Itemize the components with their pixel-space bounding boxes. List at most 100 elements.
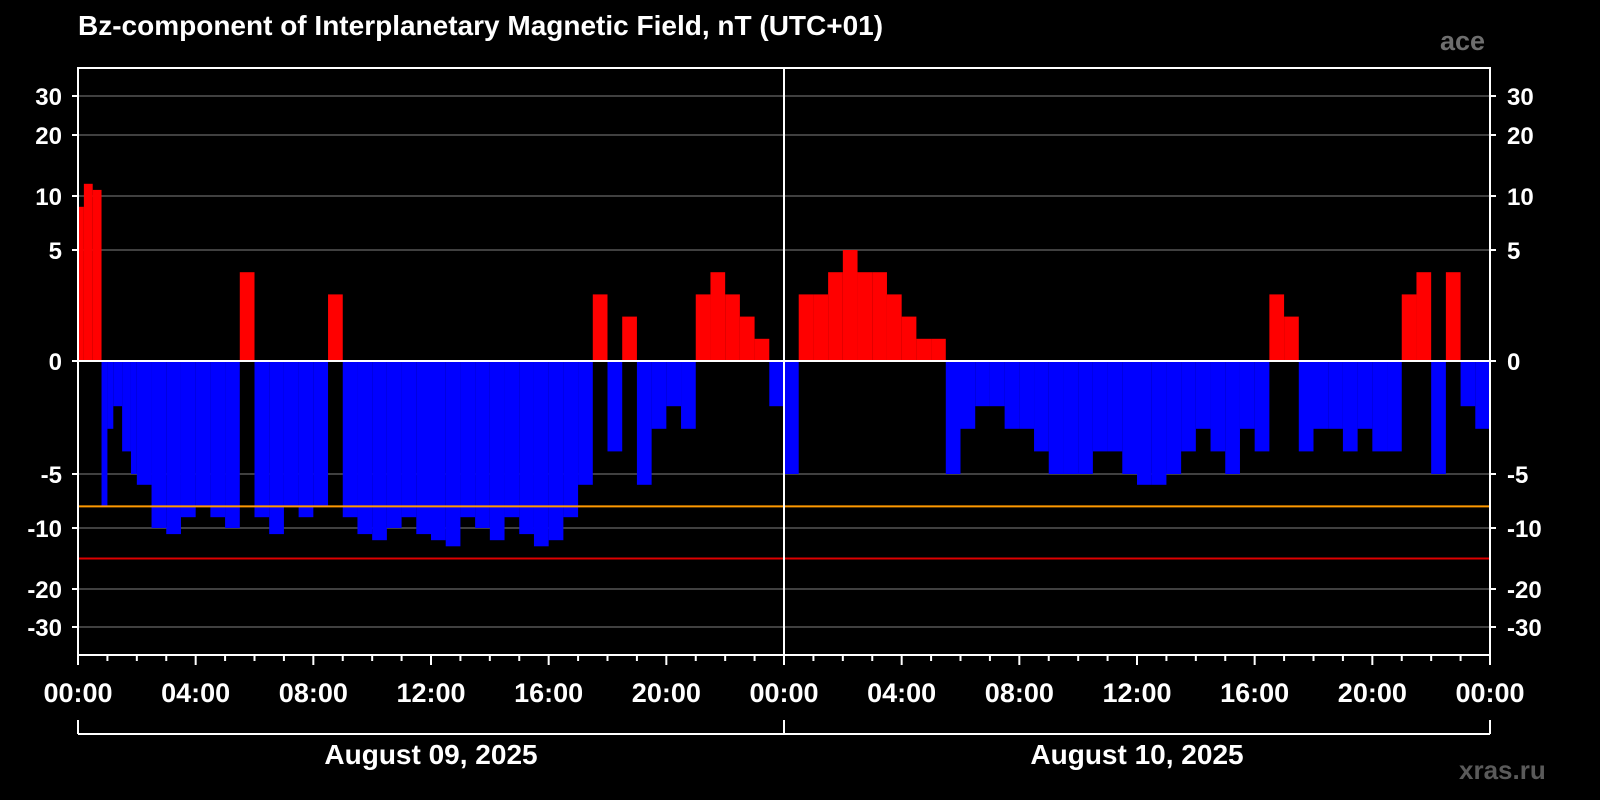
y-tick-label: 0 <box>1507 349 1520 376</box>
data-bar <box>504 361 520 518</box>
x-tick-label: 20:00 <box>632 678 701 708</box>
data-bar <box>475 361 490 528</box>
data-bar <box>416 361 431 535</box>
data-bar <box>754 338 770 361</box>
x-tick-label: 00:00 <box>749 678 818 708</box>
data-bar <box>1225 361 1240 474</box>
data-bar <box>1195 361 1211 429</box>
y-tick-label: 10 <box>35 184 62 211</box>
data-bar <box>798 294 814 361</box>
data-bar <box>489 361 505 541</box>
data-bar <box>916 338 932 361</box>
data-bar <box>1416 272 1432 361</box>
data-bar <box>180 361 196 518</box>
data-bar <box>225 361 240 528</box>
data-bar <box>1342 361 1358 452</box>
x-tick-label: 04:00 <box>161 678 230 708</box>
x-tick-label: 08:00 <box>279 678 348 708</box>
data-bar <box>113 361 123 407</box>
data-bar <box>254 361 270 518</box>
data-bar <box>460 361 476 518</box>
data-bar <box>342 361 358 518</box>
data-bar <box>1004 361 1020 429</box>
data-bar <box>78 206 84 361</box>
data-bar <box>622 316 637 361</box>
y-tick-label: -5 <box>1507 462 1528 489</box>
data-bar <box>813 294 829 361</box>
data-bar <box>92 189 102 361</box>
data-bar <box>1122 361 1137 474</box>
data-bar <box>592 294 608 361</box>
data-bar <box>857 272 873 361</box>
data-bar <box>269 361 284 535</box>
y-tick-label: 5 <box>1507 238 1520 265</box>
data-bar <box>828 272 843 361</box>
y-tick-label: 0 <box>49 349 62 376</box>
data-bar <box>1019 361 1035 429</box>
data-bar <box>519 361 534 535</box>
x-tick-label: 20:00 <box>1338 678 1407 708</box>
data-bar <box>695 294 711 361</box>
data-bar <box>1107 361 1123 452</box>
data-bar <box>1328 361 1343 429</box>
data-bar <box>372 361 387 541</box>
data-bar <box>1431 361 1446 474</box>
data-bar <box>960 361 976 429</box>
x-tick-label: 00:00 <box>1455 678 1524 708</box>
data-bar <box>101 361 108 507</box>
data-bar <box>739 316 755 361</box>
x-tick-label: 12:00 <box>396 678 465 708</box>
data-bar <box>283 361 299 507</box>
data-bar <box>563 361 579 518</box>
data-bar <box>1151 361 1167 485</box>
data-bar <box>1313 361 1329 429</box>
data-bar <box>107 361 114 429</box>
data-bar <box>1269 294 1285 361</box>
y-tick-label: 30 <box>1507 84 1534 111</box>
data-bar <box>1284 316 1299 361</box>
data-bar <box>166 361 181 535</box>
data-bar <box>1254 361 1270 452</box>
data-bar <box>1387 361 1402 452</box>
data-bar <box>769 361 784 407</box>
data-bar <box>151 361 167 528</box>
data-bar <box>1034 361 1049 452</box>
y-tick-label: -30 <box>1507 615 1542 642</box>
data-bar <box>210 361 226 518</box>
data-source-label: ace <box>1440 26 1486 56</box>
data-bar <box>1460 361 1476 407</box>
data-bar <box>725 294 740 361</box>
data-bar <box>122 361 131 452</box>
data-bar <box>872 272 887 361</box>
data-bar <box>710 272 726 361</box>
data-bar <box>901 316 917 361</box>
y-tick-label: 5 <box>49 238 62 265</box>
y-tick-label: -10 <box>27 516 62 543</box>
data-bar <box>1092 361 1108 452</box>
data-bar <box>1357 361 1373 429</box>
y-tick-label: 20 <box>1507 123 1534 150</box>
data-bar <box>666 361 682 407</box>
data-bar <box>548 361 564 541</box>
data-bar <box>130 361 137 474</box>
data-bar <box>239 272 255 361</box>
site-credit: xras.ru <box>1459 755 1546 785</box>
y-tick-label: 10 <box>1507 184 1534 211</box>
data-bar <box>195 361 211 507</box>
x-tick-label: 12:00 <box>1102 678 1171 708</box>
data-bar <box>445 361 461 547</box>
data-bar <box>401 361 417 518</box>
date-label: August 10, 2025 <box>1030 739 1243 770</box>
data-bar <box>357 361 373 535</box>
date-label: August 09, 2025 <box>324 739 537 770</box>
data-bar <box>578 361 593 485</box>
data-bar <box>842 250 858 361</box>
data-bar <box>1401 294 1417 361</box>
y-tick-label: -20 <box>27 577 62 604</box>
data-bar <box>328 294 343 361</box>
y-tick-label: -20 <box>1507 577 1542 604</box>
y-tick-label: 30 <box>35 84 62 111</box>
data-bar <box>1475 361 1490 429</box>
y-tick-label: -10 <box>1507 516 1542 543</box>
